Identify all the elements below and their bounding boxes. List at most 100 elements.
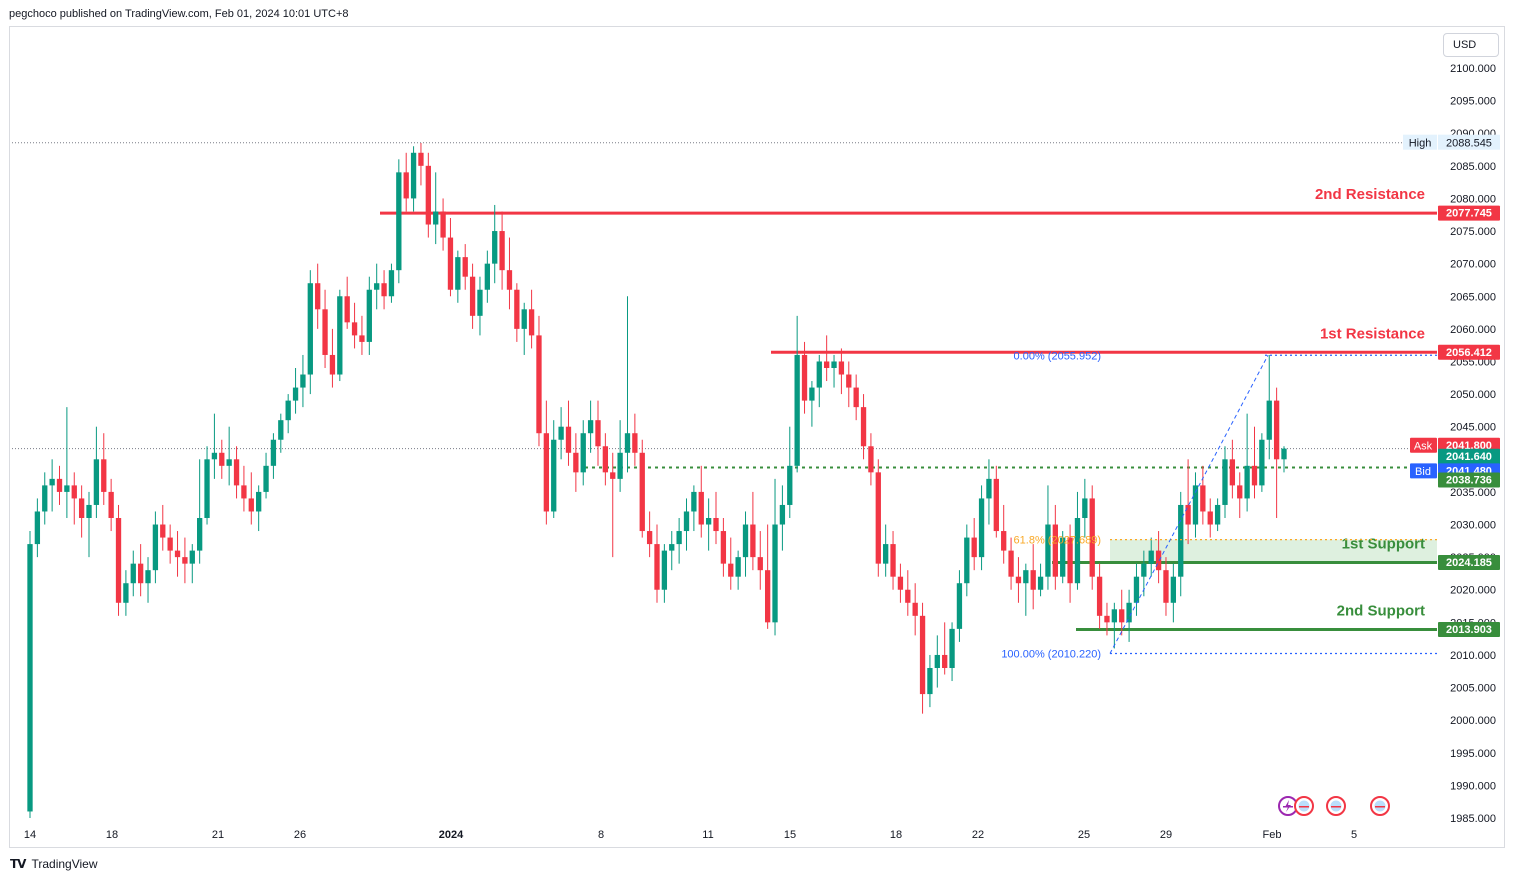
candle-body bbox=[868, 446, 874, 473]
candle-body bbox=[300, 374, 306, 388]
candle-body bbox=[1251, 465, 1258, 486]
candle-body bbox=[64, 485, 70, 492]
candle-body bbox=[182, 557, 188, 564]
candle-body bbox=[883, 544, 889, 564]
x-tick-label: 11 bbox=[702, 829, 713, 841]
x-tick-label: 25 bbox=[1078, 829, 1090, 841]
first-resistance-label: 1st Resistance bbox=[1320, 325, 1425, 342]
candle-body bbox=[499, 231, 505, 271]
x-tick-label: 5 bbox=[1351, 829, 1357, 841]
candle-body bbox=[1067, 537, 1073, 584]
candle-body bbox=[669, 544, 675, 551]
candle-body bbox=[1185, 504, 1191, 525]
us-flag-event-icon-stripe bbox=[1375, 806, 1385, 808]
candle-body bbox=[1192, 485, 1199, 525]
currency-button[interactable]: USD bbox=[1443, 33, 1499, 57]
us-flag-event-icon[interactable] bbox=[1370, 796, 1390, 816]
second-support-tag bbox=[1438, 622, 1500, 638]
candle-body bbox=[477, 289, 483, 316]
candle-body bbox=[654, 544, 660, 590]
candle-body bbox=[927, 668, 933, 695]
us-flag-event-icon[interactable] bbox=[1294, 796, 1314, 816]
candle-body bbox=[1089, 498, 1095, 577]
candle-body bbox=[1008, 550, 1014, 577]
bid-side-label: Bid bbox=[1415, 466, 1431, 478]
candle-body bbox=[639, 452, 645, 532]
candle-body bbox=[1214, 504, 1221, 525]
candle-body bbox=[1001, 531, 1007, 551]
candle-body bbox=[1244, 465, 1250, 499]
candle-body bbox=[351, 322, 358, 336]
candle-body bbox=[307, 283, 313, 375]
candle-body bbox=[1119, 609, 1125, 623]
candle-body bbox=[506, 270, 513, 290]
candle-body bbox=[521, 309, 527, 329]
candle-body bbox=[403, 172, 409, 199]
candle-body bbox=[772, 524, 778, 623]
candle-body bbox=[1170, 576, 1177, 603]
candle-body bbox=[344, 296, 350, 323]
candle-body bbox=[1237, 485, 1243, 499]
candle-body bbox=[27, 544, 33, 812]
us-flag-event-icon[interactable] bbox=[1326, 796, 1346, 816]
high-value: 2088.545 bbox=[1446, 138, 1492, 150]
second-resistance-label: 2nd Resistance bbox=[1315, 186, 1425, 203]
support-zone bbox=[1110, 539, 1437, 563]
pivot-tag bbox=[1438, 472, 1500, 488]
x-tick-label: 8 bbox=[598, 829, 604, 841]
candle-body bbox=[492, 231, 498, 264]
candle-body bbox=[536, 335, 542, 434]
candle-body bbox=[440, 211, 446, 238]
candle-body bbox=[425, 165, 431, 225]
candle-body bbox=[757, 557, 763, 571]
candle-body bbox=[676, 531, 682, 545]
candle-body bbox=[366, 289, 372, 342]
candle-body bbox=[698, 491, 704, 525]
candle-body bbox=[241, 485, 247, 499]
candle-body bbox=[986, 478, 992, 499]
candle-body bbox=[285, 400, 291, 421]
candle-body bbox=[1104, 615, 1110, 623]
candle-body bbox=[853, 387, 859, 408]
candle-body bbox=[617, 452, 623, 479]
candle-body bbox=[964, 537, 970, 584]
candle-body bbox=[337, 296, 343, 375]
second-support-label: 2nd Support bbox=[1337, 603, 1425, 620]
candle-body bbox=[750, 524, 756, 558]
y-tick-label: 2080.000 bbox=[1450, 193, 1496, 205]
candle-body bbox=[115, 518, 122, 603]
fib-trend-line bbox=[1109, 355, 1269, 654]
candle-body bbox=[794, 354, 800, 466]
candle-body bbox=[565, 426, 572, 453]
candle-body bbox=[580, 433, 586, 473]
candle-body bbox=[683, 511, 690, 532]
candle-body bbox=[1126, 602, 1132, 623]
y-tick-label: 2100.000 bbox=[1450, 63, 1496, 75]
y-tick-label: 2050.000 bbox=[1450, 389, 1496, 401]
y-tick-label: 2010.000 bbox=[1450, 650, 1496, 662]
candle-body bbox=[1155, 550, 1162, 571]
ask-side-tag bbox=[1410, 437, 1437, 453]
candle-body bbox=[123, 583, 129, 603]
candle-body bbox=[130, 563, 136, 584]
candle-body bbox=[93, 459, 100, 505]
candle-body bbox=[137, 563, 144, 584]
y-tick-label: 2060.000 bbox=[1450, 324, 1496, 336]
candle-body bbox=[152, 524, 159, 571]
first-support-label: 1st Support bbox=[1342, 535, 1425, 552]
x-tick-label: 18 bbox=[890, 829, 902, 841]
candle-body bbox=[816, 361, 822, 388]
us-flag-event-icon-stripe bbox=[1299, 806, 1309, 808]
candle-body bbox=[1060, 537, 1066, 577]
tradingview-footer[interactable]: 𝗧𝗩 TradingView bbox=[10, 857, 98, 871]
candle-body bbox=[34, 511, 41, 545]
candle-body bbox=[1163, 570, 1169, 603]
candle-body bbox=[410, 152, 417, 199]
candle-body bbox=[528, 309, 535, 336]
candle-body bbox=[1222, 459, 1228, 505]
first-support-value: 2024.185 bbox=[1446, 557, 1492, 569]
candle-body bbox=[846, 374, 852, 388]
candle-body bbox=[875, 472, 881, 564]
candle-body bbox=[558, 426, 564, 440]
